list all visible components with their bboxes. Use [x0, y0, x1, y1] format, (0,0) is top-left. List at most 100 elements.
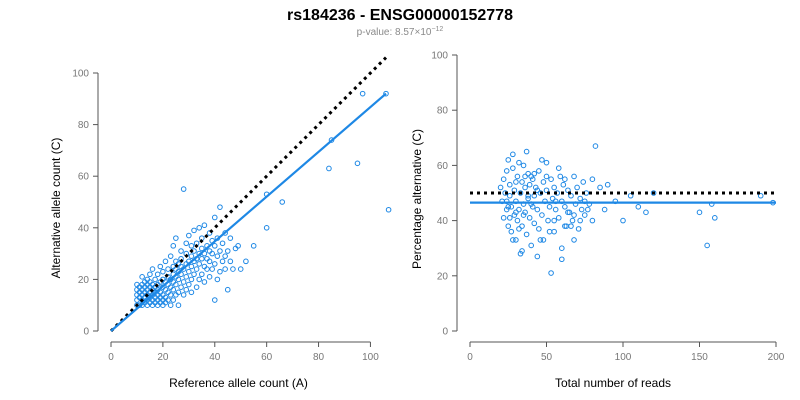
- left-data-point: [191, 227, 197, 234]
- left-data-point: [170, 286, 177, 293]
- left-data-point: [154, 271, 161, 278]
- left-data-point: [214, 253, 221, 259]
- right-data-point: [551, 228, 557, 235]
- right-data-point: [514, 217, 521, 224]
- right-data-point: [525, 195, 531, 202]
- left-data-point: [250, 243, 257, 249]
- left-data-point: [211, 214, 218, 221]
- right-data-point: [578, 206, 585, 213]
- right-data-point: [546, 228, 553, 235]
- left-data-point: [204, 266, 210, 272]
- left-data-point: [186, 232, 192, 239]
- right-data-point: [562, 176, 568, 182]
- left-data-point: [139, 274, 145, 280]
- right-data-point: [552, 206, 559, 213]
- right-data-point: [528, 173, 535, 180]
- right-data-point: [757, 192, 764, 199]
- right-x-tick-label: 50: [541, 352, 553, 363]
- left-data-point: [222, 253, 228, 259]
- left-x-tick-label: 100: [362, 352, 379, 363]
- subtitle-pvalue-prefix: p-value: 8.57×10: [357, 27, 432, 38]
- right-x-tick-label: 200: [768, 352, 785, 363]
- left-data-point: [196, 225, 203, 231]
- right-data-point: [546, 204, 553, 210]
- left-y-tick-label: 80: [78, 120, 90, 131]
- left-data-point: [178, 284, 184, 290]
- right-data-point: [528, 242, 535, 249]
- left-data-point: [354, 160, 361, 167]
- left-data-point: [178, 248, 184, 254]
- right-data-point: [516, 159, 522, 166]
- left-data-point: [243, 258, 249, 265]
- left-data-point: [186, 281, 192, 288]
- right-data-point: [569, 217, 576, 224]
- right-data-point: [539, 157, 545, 163]
- right-data-point: [517, 190, 524, 196]
- left-y-axis-label: Alternative allele count (C): [49, 138, 63, 279]
- left-data-point: [175, 289, 182, 296]
- left-y-tick-label: 40: [78, 223, 90, 234]
- right-data-point: [643, 209, 649, 216]
- right-data-point: [510, 237, 516, 243]
- left-data-point: [167, 292, 174, 298]
- right-data-point: [500, 176, 507, 182]
- left-data-point: [167, 302, 174, 309]
- left-data-point: [173, 281, 179, 288]
- left-data-point: [165, 266, 171, 272]
- subtitle-pvalue-exponent: −12: [431, 26, 443, 33]
- left-data-point: [175, 276, 182, 283]
- right-data-point: [520, 162, 527, 169]
- left-data-point: [214, 276, 221, 283]
- left-data-point: [170, 243, 177, 249]
- left-data-point: [175, 302, 182, 309]
- right-data-point: [511, 212, 518, 218]
- right-y-tick-label: 60: [437, 161, 449, 172]
- left-x-tick-label: 40: [209, 352, 221, 363]
- left-data-point: [170, 297, 177, 303]
- left-x-tick-label: 80: [313, 352, 325, 363]
- left-data-point: [227, 235, 234, 241]
- right-data-point: [559, 245, 565, 251]
- right-data-point: [508, 204, 515, 210]
- right-data-point: [534, 206, 541, 213]
- left-data-point: [165, 297, 171, 303]
- right-data-point: [555, 215, 562, 221]
- left-data-point: [219, 240, 226, 247]
- left-data-point: [188, 289, 195, 296]
- right-data-point: [537, 237, 544, 243]
- right-data-point: [520, 212, 527, 218]
- right-x-axis-label: Total number of reads: [555, 376, 671, 390]
- right-data-point: [516, 226, 522, 232]
- right-data-point: [548, 270, 554, 276]
- right-data-point: [585, 206, 591, 213]
- left-data-point: [211, 261, 218, 267]
- right-data-point: [536, 168, 542, 174]
- left-data-point: [196, 276, 203, 283]
- left-data-point: [217, 204, 223, 210]
- right-data-point: [581, 212, 588, 218]
- right-data-point: [532, 184, 539, 191]
- left-data-point: [237, 266, 244, 272]
- left-data-point: [152, 276, 158, 283]
- left-data-point: [167, 253, 174, 259]
- right-data-point: [505, 157, 512, 163]
- left-fit-line: [110, 92, 387, 332]
- right-data-point: [525, 170, 531, 177]
- scatter-plot-allele-counts: 0 20 40 60 80 100 0 20 40 60 80 100 Reference allele…: [49, 56, 392, 390]
- left-data-point: [188, 263, 195, 270]
- left-data-point: [191, 271, 197, 278]
- right-data-point: [508, 228, 515, 235]
- left-data-point: [224, 286, 231, 293]
- figure-title: rs184236 - ENSG00000152778: [287, 7, 513, 24]
- left-data-point: [209, 266, 215, 272]
- left-data-point: [180, 186, 187, 192]
- right-data-point: [531, 220, 538, 227]
- left-data-point: [199, 245, 205, 252]
- right-data-point: [712, 215, 718, 221]
- right-data-point: [551, 184, 557, 191]
- left-x-axis-label: Reference allele count (A): [169, 376, 308, 390]
- right-data-point: [549, 195, 556, 202]
- left-data-point: [224, 248, 231, 254]
- right-data-point: [577, 217, 583, 224]
